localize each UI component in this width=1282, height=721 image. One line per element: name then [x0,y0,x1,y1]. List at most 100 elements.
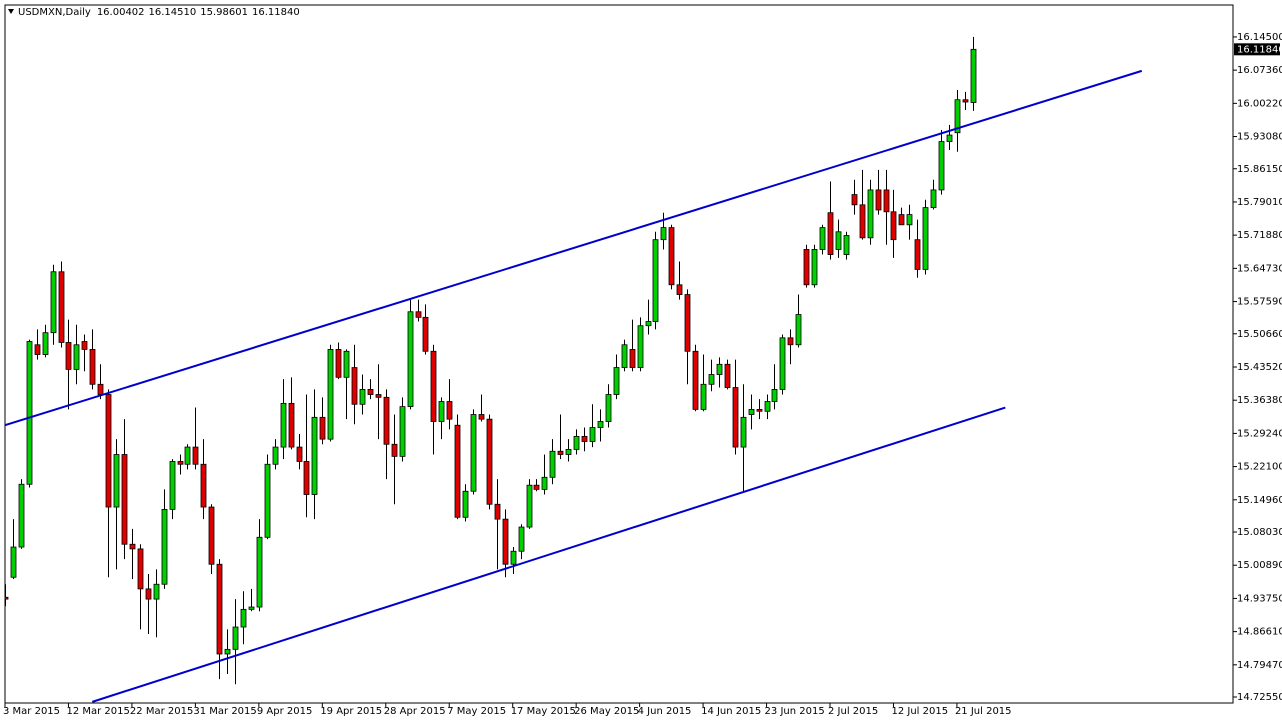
candle-body [811,249,818,286]
candle-body [415,311,422,318]
trendline [91,406,1006,703]
x-tick-label: 17 May 2015 [511,706,576,717]
candle-body [296,446,303,462]
y-tick-label: 16.14500 [1237,32,1282,43]
header-value: 16.00402 [97,7,145,18]
candle-body [256,536,263,608]
candle-body [422,316,429,352]
candle-body [26,341,33,485]
candle-body [383,396,390,445]
candle-body [684,294,691,352]
candle-body [565,448,572,455]
candle-body [970,48,977,103]
candle-body [375,394,382,398]
candle-body [470,414,477,492]
candle-body [962,99,969,103]
y-tick-label: 15.43520 [1237,362,1282,373]
candle-body [462,490,469,518]
candle-body [613,367,620,395]
candle-body [105,394,112,508]
candle-body [121,454,128,545]
candle-body [65,342,72,370]
candle-body [97,383,104,395]
x-tick-label: 28 Apr 2015 [384,706,446,717]
candle-body [533,484,540,490]
candle-body [438,401,445,422]
candle-body [779,337,786,390]
candle-body [240,608,247,628]
candle-body [764,401,771,412]
x-tick-label: 23 Jun 2015 [765,706,825,717]
candle-body [192,446,199,465]
y-tick-label: 14.93750 [1237,593,1282,604]
candle-body [161,508,168,585]
candle-body [113,454,120,508]
y-tick-label: 15.14960 [1237,495,1282,506]
y-tick-label: 15.71880 [1237,230,1282,241]
y-tick-label: 15.29240 [1237,428,1282,439]
candle-body [883,189,890,213]
header-values: 16.00402 16.14510 15.98601 16.11840 [97,7,300,18]
candle-body [510,550,517,565]
candle-body [700,383,707,410]
candle-body [216,563,223,655]
y-tick-label: 14.86610 [1237,627,1282,638]
trendline [5,69,1143,427]
candle-body [787,337,794,346]
candle-body [938,141,945,191]
y-tick-label: 15.57590 [1237,297,1282,308]
candle-body [914,239,921,270]
x-tick-label: 14 Jun 2015 [701,706,761,717]
y-tick-label: 15.22100 [1237,462,1282,473]
candle-body [137,548,144,590]
candle-body [5,596,9,600]
candle-body [129,543,136,550]
y-tick-label: 15.86150 [1237,164,1282,175]
candle-body [327,349,334,440]
candle-body [89,349,96,385]
candle-body [264,463,271,538]
candle-body [843,235,850,255]
price-tag-label: 16.11840 [1237,44,1282,55]
candle-body [10,546,17,578]
candle-body [58,271,65,343]
candle-body [637,325,644,368]
candle-body [399,406,406,457]
candle-body [875,189,882,211]
x-tick-label: 26 May 2015 [574,706,639,717]
y-tick-label: 14.79470 [1237,660,1282,671]
candle-body [819,227,826,250]
candle-body [946,134,953,142]
candle-body [541,476,548,490]
menu-arrow[interactable] [8,9,14,14]
candle-body [446,401,453,420]
candle-body [319,416,326,440]
candle-body [795,314,802,346]
candle-body [652,239,659,322]
candle-body [486,418,493,505]
candle-body [557,450,564,455]
candle-body [605,394,612,422]
candle-body [73,344,80,370]
candle-body [581,435,588,442]
candle-body [343,350,350,378]
candle-body [890,211,897,241]
candle-body [660,227,667,241]
candle-body [724,363,731,388]
candle-body [867,189,874,239]
candle-body [526,484,533,528]
candle-body [518,526,525,552]
y-tick-label: 16.00220 [1237,98,1282,109]
candle-body [549,450,556,478]
price-tag [1234,43,1280,56]
candle-body [407,311,414,408]
candle-body [851,194,858,206]
candle-body [692,350,699,410]
candle-body [224,648,231,655]
candle-body [676,284,683,295]
y-tick-label: 15.00890 [1237,560,1282,571]
candle-body [922,207,929,270]
header-value: 16.14510 [149,7,197,18]
